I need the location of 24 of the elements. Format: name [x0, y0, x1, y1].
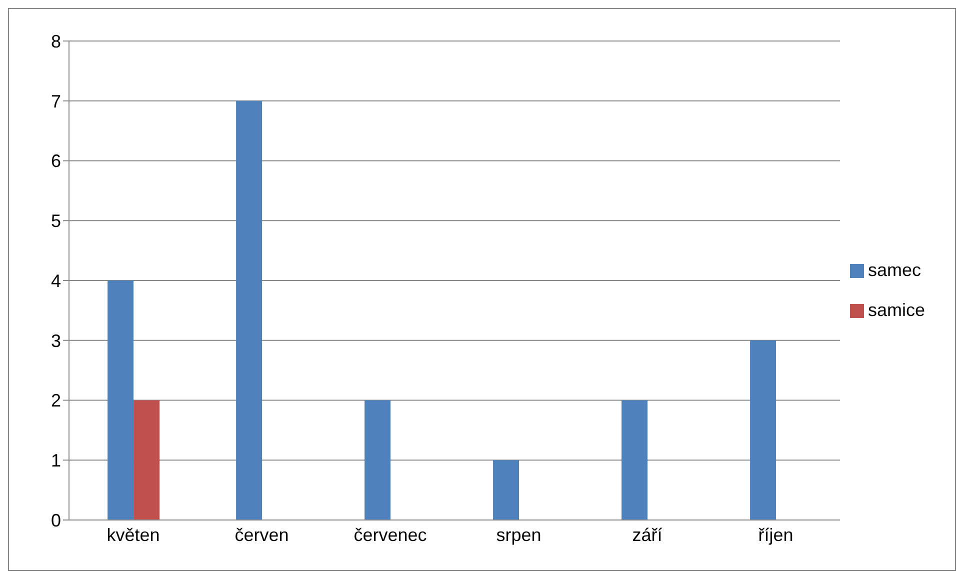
y-tick-label: 5: [50, 211, 61, 232]
y-tick-label: 8: [50, 31, 61, 52]
bar: [364, 400, 391, 520]
legend-label: samice: [868, 300, 925, 320]
y-tick-label: 2: [50, 390, 61, 411]
bar: [622, 400, 648, 520]
y-tick-label: 1: [50, 450, 61, 471]
y-tick-label: 0: [50, 510, 61, 530]
bar: [493, 460, 520, 520]
bar: [750, 340, 776, 520]
bar: [236, 100, 262, 520]
legend-label: samec: [868, 260, 921, 280]
y-tick-label: 7: [50, 91, 61, 112]
y-tick-label: 4: [50, 270, 61, 291]
y-tick-label: 3: [50, 330, 61, 351]
x-tick-label: červen: [234, 524, 289, 545]
x-tick-label: srpen: [496, 524, 542, 545]
x-tick-label: říjen: [758, 524, 794, 545]
x-tick-label: červenec: [354, 524, 427, 545]
y-tick-label: 6: [50, 151, 61, 172]
bar: [134, 400, 160, 520]
bar: [108, 280, 134, 520]
x-tick-label: květen: [106, 524, 160, 545]
x-tick-label: září: [632, 524, 662, 545]
